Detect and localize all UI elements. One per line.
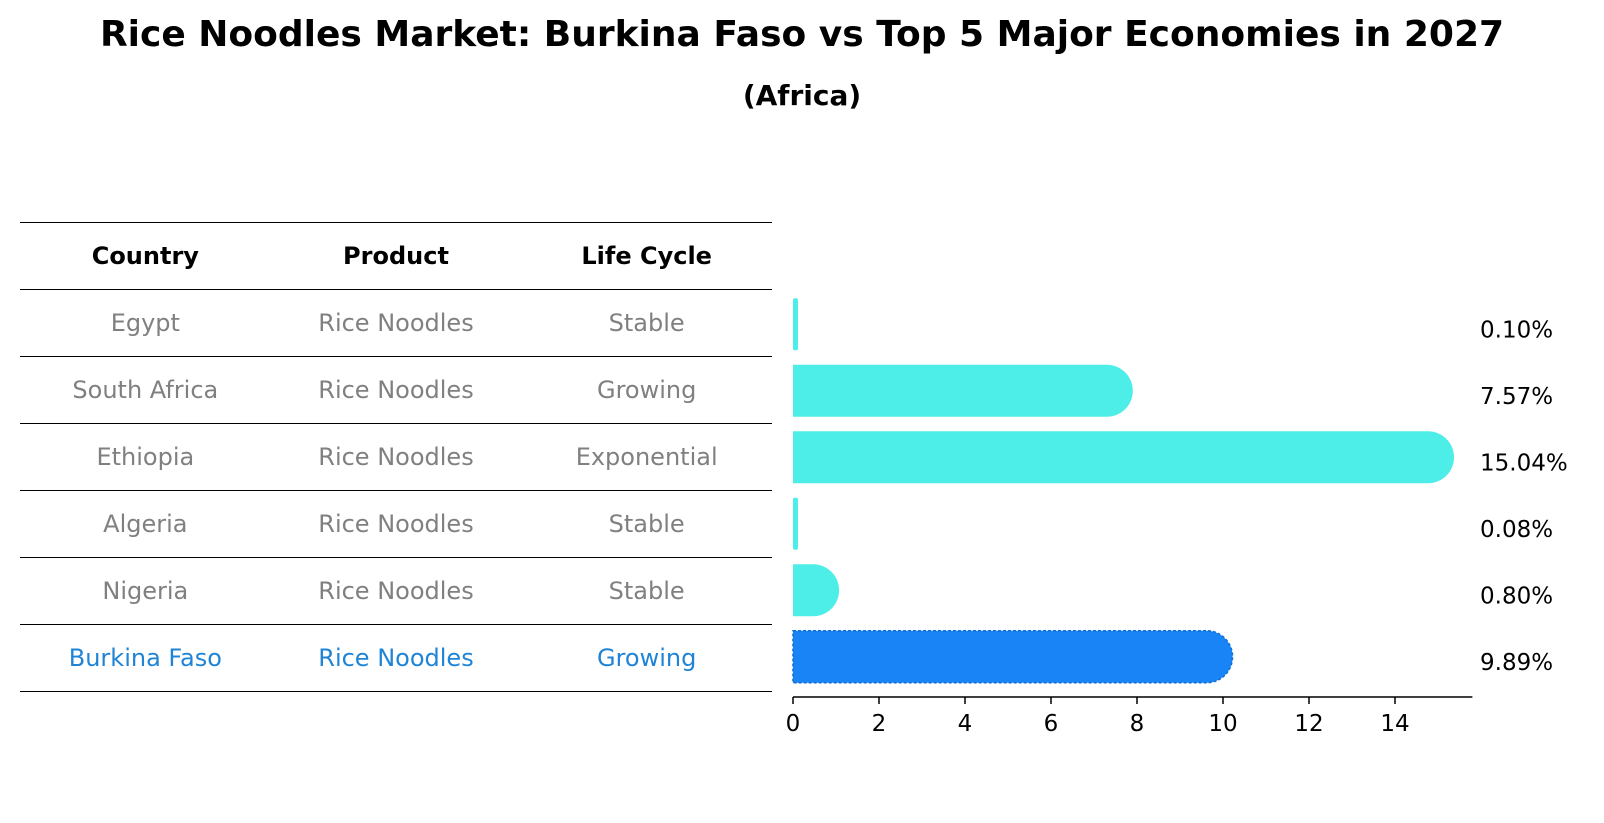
value-label: 0.10% xyxy=(1480,317,1553,343)
table-row-highlight: Burkina Faso Rice Noodles Growing xyxy=(20,624,772,692)
cell-product: Rice Noodles xyxy=(270,624,522,692)
x-tick-label: 6 xyxy=(1044,711,1059,737)
x-tick-label: 0 xyxy=(786,711,801,737)
cell-product: Rice Noodles xyxy=(270,356,522,424)
value-label: 9.89% xyxy=(1480,650,1553,676)
x-tick-label: 2 xyxy=(872,711,887,737)
cell-country: Ethiopia xyxy=(20,423,271,491)
bar-egypt xyxy=(793,298,798,351)
cell-life-cycle: Stable xyxy=(521,490,772,558)
chart-title: Rice Noodles Market: Burkina Faso vs Top… xyxy=(99,14,1505,55)
chart-subtitle: (Africa) xyxy=(742,79,862,112)
market-table: Country Product Life Cycle Egypt Rice No… xyxy=(20,222,772,692)
bar-burkina-faso xyxy=(792,630,1234,684)
cell-product: Rice Noodles xyxy=(270,557,522,625)
table-header-row: Country Product Life Cycle xyxy=(20,222,772,290)
value-label: 0.08% xyxy=(1480,517,1553,543)
bar-nigeria xyxy=(793,564,840,617)
bar-south-africa xyxy=(793,364,1133,417)
cell-life-cycle: Stable xyxy=(521,289,772,357)
value-label: 0.80% xyxy=(1480,583,1553,609)
cell-life-cycle: Stable xyxy=(521,557,772,625)
cell-country: South Africa xyxy=(20,356,271,424)
table-row: South Africa Rice Noodles Growing xyxy=(20,356,772,424)
cell-country: Burkina Faso xyxy=(20,624,271,692)
table-row: Nigeria Rice Noodles Stable xyxy=(20,557,772,625)
cell-country: Algeria xyxy=(20,490,271,558)
cell-life-cycle: Growing xyxy=(521,624,772,692)
bar-ethiopia xyxy=(793,431,1455,484)
value-label: 15.04% xyxy=(1480,450,1568,476)
table-row: Ethiopia Rice Noodles Exponential xyxy=(20,423,772,491)
header-life-cycle: Life Cycle xyxy=(521,222,772,290)
cell-country: Nigeria xyxy=(20,557,271,625)
x-tick-label: 4 xyxy=(958,711,973,737)
cell-life-cycle: Exponential xyxy=(521,423,772,491)
x-tick-label: 12 xyxy=(1294,711,1323,737)
cell-product: Rice Noodles xyxy=(270,423,522,491)
x-tick-label: 14 xyxy=(1380,711,1409,737)
x-tick-label: 8 xyxy=(1130,711,1145,737)
cell-product: Rice Noodles xyxy=(270,490,522,558)
table-row: Egypt Rice Noodles Stable xyxy=(20,289,772,357)
table-row: Algeria Rice Noodles Stable xyxy=(20,490,772,558)
header-country: Country xyxy=(20,222,271,290)
bar-algeria xyxy=(793,497,798,550)
value-label: 7.57% xyxy=(1480,384,1553,410)
cell-life-cycle: Growing xyxy=(521,356,772,424)
header-product: Product xyxy=(270,222,522,290)
cell-country: Egypt xyxy=(20,289,271,357)
x-tick-label: 10 xyxy=(1208,711,1237,737)
cell-product: Rice Noodles xyxy=(270,289,522,357)
